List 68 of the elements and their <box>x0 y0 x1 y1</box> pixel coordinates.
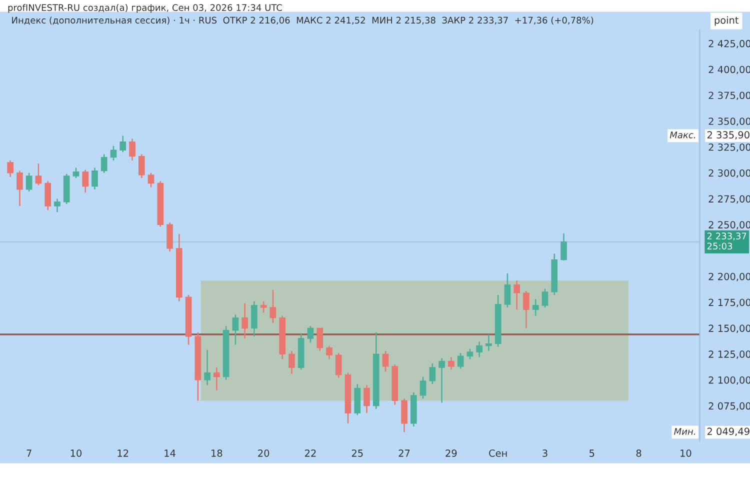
candlestick <box>110 145 117 162</box>
candlestick <box>120 135 126 153</box>
text: 2 335,90 <box>707 131 750 140</box>
candlestick <box>335 352 342 378</box>
candlestick <box>242 302 248 340</box>
candlestick <box>100 154 108 174</box>
candlestick <box>214 366 220 391</box>
candlestick <box>7 160 14 178</box>
x-tick-label: 18 <box>212 450 222 457</box>
candlestick <box>316 328 324 352</box>
candlestick <box>54 198 60 213</box>
candlestick <box>138 154 145 179</box>
x-tick-label: 20 <box>258 450 270 457</box>
x-tick-label: 8 <box>636 450 642 457</box>
candlestick <box>35 162 42 186</box>
annotation: Мин. <box>674 428 696 435</box>
candlestick <box>523 290 530 329</box>
candlestick <box>148 172 154 188</box>
x-tick-label: Сен <box>489 450 507 457</box>
x-tick-label: 12 <box>118 450 128 457</box>
candlestick <box>326 345 332 360</box>
text: 2 049,49 <box>707 428 750 436</box>
candlestick <box>420 376 426 400</box>
chart-subtitle: Индекс (дополнительная сессия) · 1ч · RUS ОТКР 2 216,06 МАКС 2 241,52 МИН 2 215,38 ЗАКР 2 233,37 +17,36 (+0,78%) <box>12 16 594 25</box>
candlestick <box>129 138 136 162</box>
candlestick <box>270 289 276 324</box>
candlestick <box>542 288 548 308</box>
x-tick-label: 14 <box>164 450 176 457</box>
candlestick <box>260 300 267 314</box>
candlestick <box>166 222 173 252</box>
candlestick <box>92 167 98 190</box>
candlestick <box>514 280 520 310</box>
candlestick <box>16 170 23 207</box>
candlestick <box>364 384 370 414</box>
candlestick <box>44 180 51 211</box>
x-tick-label: 29 <box>446 450 457 457</box>
text: 2 233,37 25:03 <box>707 232 746 250</box>
x-tick-label: 5 <box>590 450 594 457</box>
candlestick <box>232 314 239 346</box>
candlestick <box>457 352 464 370</box>
y-axis-title: point <box>714 16 739 26</box>
candlestick <box>307 325 314 344</box>
candlestick <box>532 298 539 316</box>
candlestick <box>288 350 295 374</box>
candlestick <box>401 398 408 433</box>
annotation: Макс. <box>670 132 696 138</box>
candlestick <box>486 334 492 352</box>
x-tick-label: 27 <box>398 450 410 457</box>
candlestick <box>382 350 389 372</box>
candlestick <box>82 169 89 194</box>
candlestick <box>448 356 454 370</box>
x-tick-label: 7 <box>26 450 32 457</box>
x-tick-label: 10 <box>70 450 82 457</box>
x-tick-label: 3 <box>542 450 548 457</box>
x-tick-label: 10 <box>680 450 692 457</box>
candlestick <box>438 358 445 404</box>
x-tick-label: 25 <box>352 450 363 457</box>
x-tick-label: 22 <box>305 450 316 457</box>
candlestick <box>466 348 474 360</box>
candlestick <box>72 167 80 179</box>
candlestick <box>560 232 567 262</box>
candlestick <box>429 362 436 385</box>
candlestick <box>476 340 482 358</box>
candlestick <box>504 272 511 308</box>
candlestick <box>26 172 32 192</box>
chart-title: profINVESTR-RU создал(а) график, Сен 03, 2026 17:34 UTC <box>8 4 282 13</box>
candlestick <box>204 349 210 386</box>
candlestick <box>251 300 258 338</box>
